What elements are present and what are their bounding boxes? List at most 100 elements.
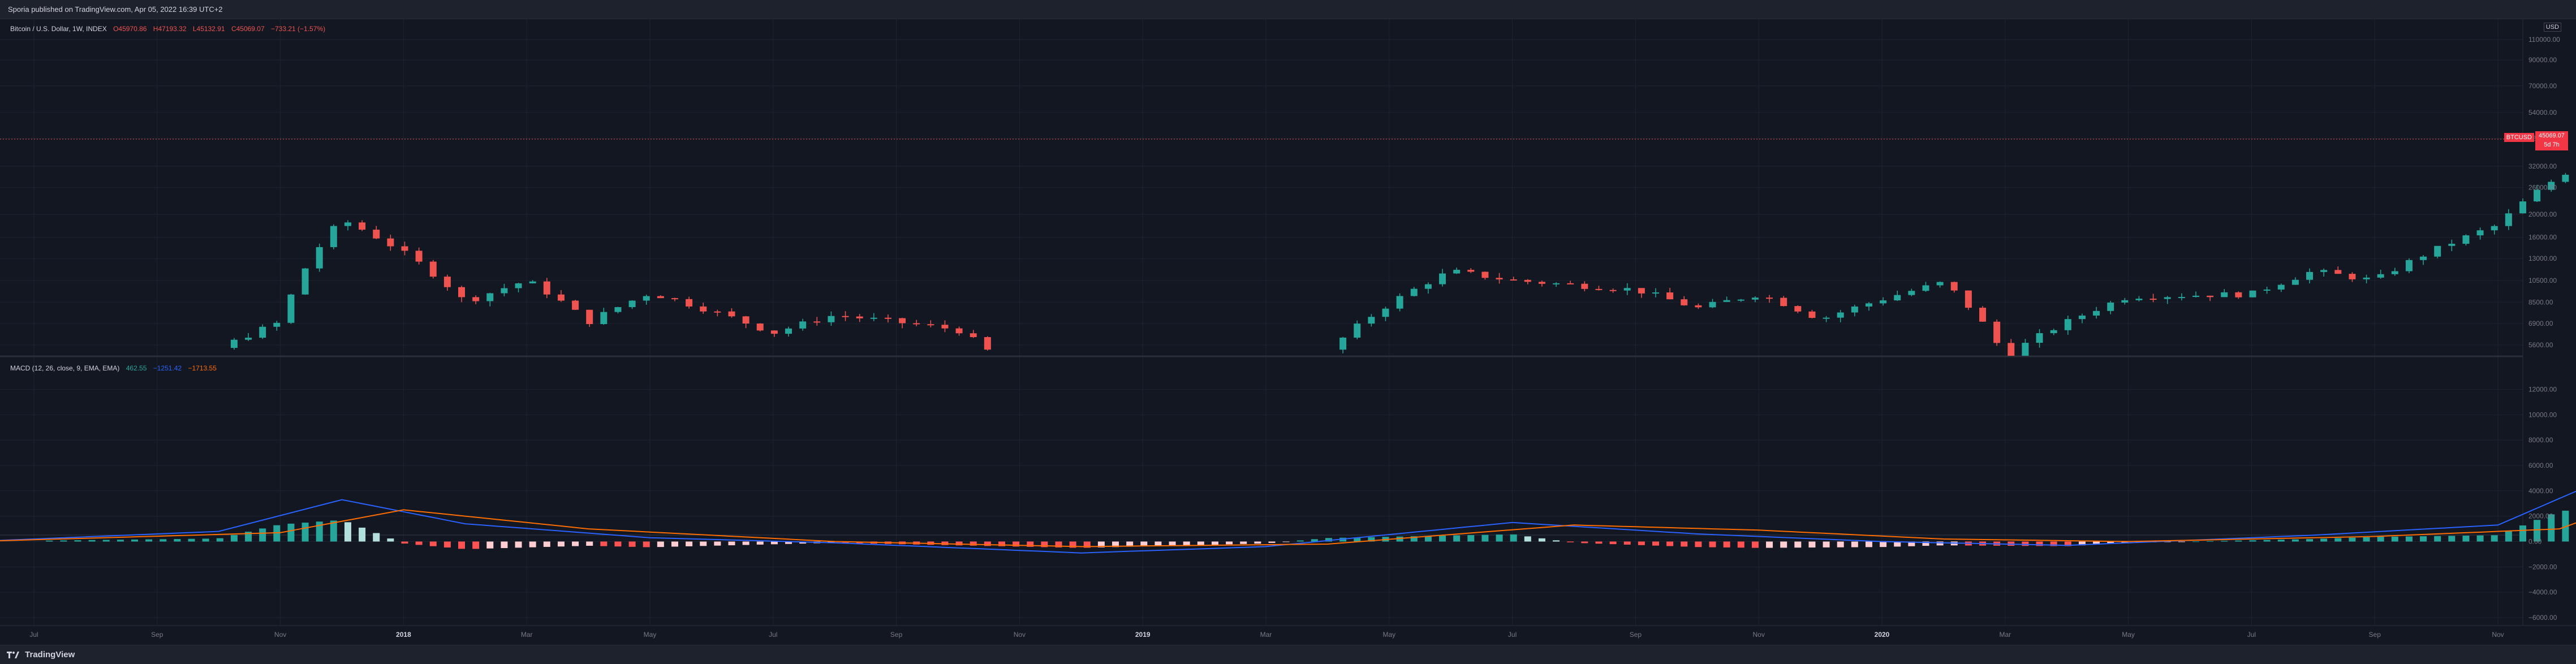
candle-body [970,333,977,338]
candle-body [2192,295,2199,297]
candle-body [714,311,721,313]
histogram-bar [1268,541,1276,543]
tradingview-logo[interactable]: TradingView [7,650,75,659]
histogram-bar [2277,540,2285,542]
price-legend[interactable]: Bitcoin / U.S. Dollar, 1W, INDEX O45970.… [10,25,330,33]
histogram-bar [74,540,81,542]
candle-body [1339,337,1347,350]
candle-body [1880,300,1887,304]
histogram-bar [458,541,466,549]
histogram-bar [1666,541,1674,546]
candle-body [1524,279,1531,282]
histogram-bar [117,540,124,542]
candle-body [401,246,408,251]
histogram-bar [1780,541,1787,548]
histogram-bar [486,541,494,549]
price-tick-label: 54000.00 [2528,109,2557,117]
histogram-bar [756,541,764,545]
candle-body [2462,235,2470,244]
histogram-bar [2263,540,2271,542]
chart-canvas[interactable]: 110000.0090000.0070000.0054000.0042000.0… [0,19,2576,645]
price-tick-label: 90000.00 [2528,56,2557,64]
histogram-bar [1595,541,1603,544]
histogram-bar [2334,538,2342,542]
histogram-bar [572,541,579,546]
candle-body [2391,271,2398,274]
histogram-bar [415,541,423,545]
histogram-bar [970,541,977,546]
macd-tick-label: 2000.00 [2528,512,2553,520]
candle-body [941,325,949,329]
macd-legend[interactable]: MACD (12, 26, close, 9, EMA, EMA) 462.55… [10,364,221,372]
histogram-bar [742,541,749,545]
candle-body [2349,274,2356,279]
histogram-bar [657,541,664,547]
candle-body [458,287,466,297]
macd-tick-label: −4000.00 [2528,588,2557,596]
candle-body [486,293,494,301]
macd-tick-label: 8000.00 [2528,436,2553,444]
macd-title[interactable]: MACD (12, 26, close, 9, EMA, EMA) [10,364,120,372]
histogram-bar [1794,541,1802,548]
histogram-bar [1368,537,1375,542]
candle-body [2022,343,2029,356]
candle-body [429,261,437,277]
candle-body [301,268,309,295]
histogram-bar [2476,535,2484,542]
candle-body [1950,282,1958,291]
ohlc-high: H47193.32 [153,25,187,33]
macd-signal-value: −1713.55 [188,364,217,372]
candle-body [543,281,550,295]
histogram-bar [1083,541,1091,548]
candle-body [1808,311,1816,318]
symbol-title[interactable]: Bitcoin / U.S. Dollar, 1W, INDEX [10,25,107,33]
price-tick-label: 5600.00 [2528,341,2553,349]
candle-body [2534,189,2541,202]
histogram-bar [2420,536,2427,542]
histogram-bar [628,541,636,547]
histogram-bar [984,541,991,546]
candle-body [1894,295,1901,301]
candle-body [828,316,835,322]
candle-body [287,294,295,323]
candle-body [1567,283,1574,284]
candle-body [1638,288,1645,294]
candle-body [1993,321,2001,343]
candle-body [2434,245,2441,257]
candle-body [1595,288,1603,290]
time-tick-label: Jul [769,631,777,639]
histogram-bar [586,541,593,546]
histogram-bar [1169,541,1176,546]
histogram-bar [1240,541,1247,544]
histogram-bar [1197,541,1204,545]
histogram-bar [2050,541,2057,546]
candle-body [813,321,821,323]
histogram-bar [2562,510,2569,542]
candle-body [2377,274,2384,278]
candle-body [2320,270,2328,272]
candle-body [1510,279,1517,281]
histogram-bar [2349,537,2356,542]
candle-body [913,323,920,325]
candle-body [1794,306,1802,312]
histogram-bar [216,538,223,542]
candle-body [842,316,849,317]
histogram-bar [46,540,53,542]
candle-body [472,297,480,301]
currency-badge[interactable]: USD [2543,23,2561,32]
histogram-bar [1126,541,1134,547]
histogram-bar [1354,537,1361,542]
price-tick-label: 110000.00 [2528,36,2560,44]
histogram-bar [1282,541,1290,542]
histogram-bar [2235,540,2242,542]
histogram-bar [2207,541,2214,542]
histogram-bar [316,521,323,542]
candle-body [230,339,238,348]
candle-body [443,277,451,287]
time-tick-label: Mar [1260,631,1272,639]
candle-body [1609,290,1617,291]
histogram-bar [2534,520,2541,542]
histogram-bar [2022,541,2029,546]
histogram-bar [1041,541,1048,547]
candle-body [2235,292,2242,297]
